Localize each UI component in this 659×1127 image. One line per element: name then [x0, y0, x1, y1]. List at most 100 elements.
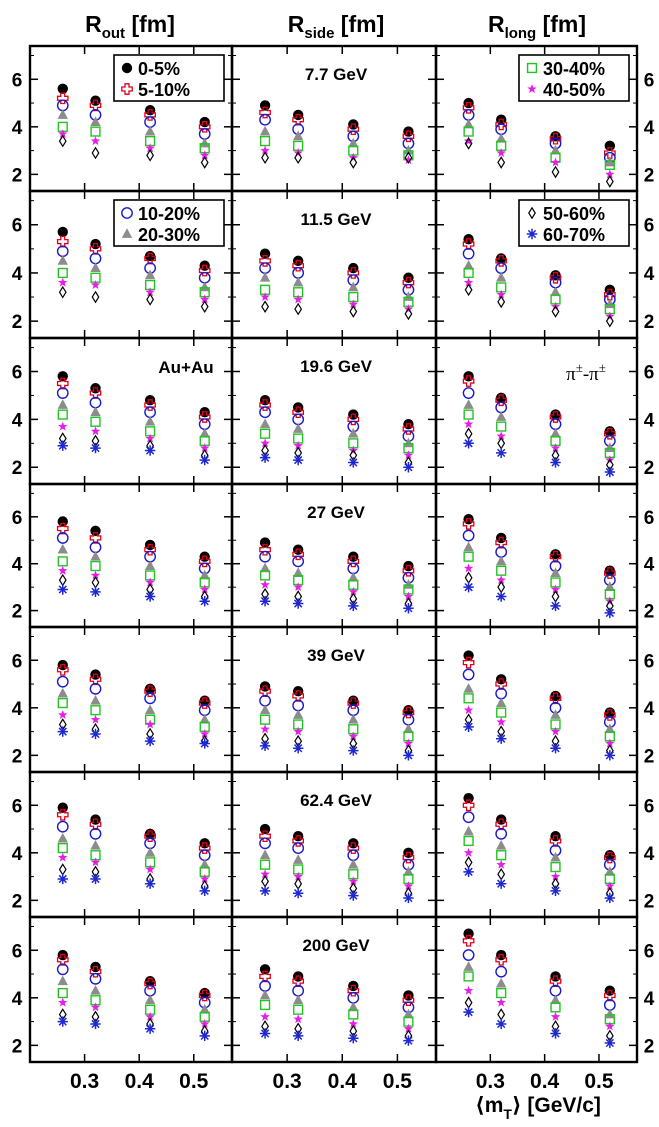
data-point: [90, 840, 100, 850]
data-point: [464, 410, 473, 419]
data-point: [550, 457, 560, 467]
data-point: [496, 556, 506, 566]
data-point: [91, 426, 100, 435]
data-point: [552, 167, 558, 177]
legend-marker: [527, 229, 537, 239]
data-point: [90, 829, 100, 839]
data-point: [260, 551, 270, 561]
y-tick-label-left: 6: [12, 941, 23, 962]
data-point: [551, 1012, 560, 1021]
data-point: [551, 727, 560, 736]
data-point: [293, 743, 303, 753]
data-point: [463, 867, 473, 877]
data-point: [496, 402, 506, 412]
data-point: [463, 826, 473, 836]
data-point: [293, 994, 303, 1004]
y-tick-label-right: 2: [644, 891, 655, 912]
x-tick-label: 0.3: [476, 1070, 505, 1093]
data-point: [348, 563, 358, 573]
data-point: [463, 248, 473, 258]
data-point: [496, 978, 506, 988]
data-point: [58, 516, 68, 526]
data-point: [496, 1019, 506, 1029]
y-tick-label-right: 4: [644, 844, 655, 865]
x-tick-label: 0.5: [584, 1070, 614, 1093]
data-point: [91, 706, 100, 715]
data-point: [496, 591, 506, 601]
data-point: [550, 985, 560, 995]
data-point: [463, 961, 473, 971]
data-point: [260, 272, 270, 282]
data-point: [260, 704, 270, 714]
data-point: [90, 1019, 100, 1029]
data-point: [293, 700, 303, 710]
x-axis-title: ⟨mT⟩ [GeV/c]: [475, 1094, 601, 1122]
legend-label: 10-20%: [138, 204, 200, 224]
data-point: [90, 985, 100, 995]
legend-label: 0-5%: [138, 59, 180, 79]
data-point: [464, 563, 473, 572]
data-point: [58, 410, 67, 419]
data-point: [550, 886, 560, 896]
y-tick-label-right: 2: [644, 602, 655, 623]
data-point: [496, 272, 506, 282]
data-point: [605, 1038, 615, 1048]
data-point: [58, 84, 68, 94]
data-point: [605, 750, 615, 760]
data-point: [261, 715, 270, 724]
data-point: [91, 715, 100, 724]
data-point: [260, 1028, 270, 1038]
energy-label: 27 GeV: [307, 503, 365, 522]
data-point: [498, 297, 504, 307]
energy-label: 62.4 GeV: [300, 791, 372, 810]
data-point: [260, 849, 270, 859]
data-point: [496, 148, 505, 157]
data-point: [200, 129, 210, 139]
data-point: [349, 1010, 358, 1019]
legend-label: 30-40%: [543, 59, 605, 79]
data-point: [58, 676, 68, 686]
pair-label: π±-π±: [566, 360, 606, 385]
data-point: [260, 418, 270, 428]
data-point: [58, 246, 68, 256]
data-point: [463, 110, 473, 120]
data-point: [58, 441, 68, 451]
panel-labels: 7.7 GeV 11.5 GeV 19.6 GeV 27 GeV 39 GeV 62.4 …: [300, 65, 372, 955]
data-point: [463, 793, 473, 803]
y-tick-label-right: 6: [644, 941, 655, 962]
data-point: [465, 857, 471, 867]
system-label: Au+Au: [158, 358, 213, 377]
data-point: [496, 688, 506, 698]
data-point: [463, 388, 473, 398]
data-point: [348, 993, 358, 1003]
data-point: [403, 603, 413, 613]
data-point: [605, 1009, 615, 1019]
data-point: [496, 697, 506, 707]
y-tick-label-left: 6: [12, 216, 23, 237]
energy-label: 200 GeV: [302, 936, 370, 955]
data-point: [200, 273, 210, 283]
data-point: [348, 890, 358, 900]
data-point: [201, 301, 207, 311]
data-point: [58, 726, 68, 736]
data-point: [605, 1000, 615, 1010]
y-tick-label-right: 4: [644, 118, 655, 139]
data-point: [260, 990, 270, 1000]
y-tick-label-left: 2: [12, 458, 23, 479]
data-point: [463, 650, 473, 660]
data-point: [464, 848, 473, 857]
data-point: [260, 838, 270, 848]
data-point: [58, 975, 68, 985]
data-point: [58, 278, 67, 287]
data-point: [145, 416, 155, 426]
data-point: [551, 1003, 560, 1012]
y-tick-label-left: 6: [12, 651, 23, 672]
column-title-rlong: Rlong [fm]: [488, 11, 586, 42]
column-title-rout: Rout [fm]: [85, 11, 175, 42]
data-point: [463, 669, 473, 679]
data-point: [403, 893, 413, 903]
y-tick-label-right: 4: [644, 410, 655, 431]
data-point: [348, 457, 358, 467]
y-tick-label-right: 2: [644, 1036, 655, 1057]
